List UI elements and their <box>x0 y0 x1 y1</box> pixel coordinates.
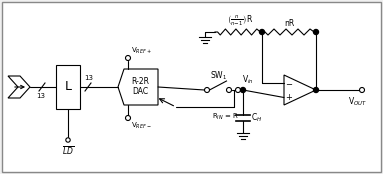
Text: V$_{OUT}$: V$_{OUT}$ <box>349 95 368 108</box>
Text: V$_{in}$: V$_{in}$ <box>242 73 254 86</box>
Circle shape <box>66 138 70 142</box>
Circle shape <box>314 88 319 93</box>
Circle shape <box>226 88 231 93</box>
Text: DAC: DAC <box>132 88 148 97</box>
Circle shape <box>126 56 131 61</box>
Text: 13: 13 <box>85 75 93 81</box>
Circle shape <box>205 88 210 93</box>
Circle shape <box>236 88 241 93</box>
Circle shape <box>260 30 265 34</box>
Text: R$_{IN}$ = R: R$_{IN}$ = R <box>212 112 239 122</box>
Text: 13: 13 <box>36 93 46 99</box>
Text: V$_{REF-}$: V$_{REF-}$ <box>131 121 152 131</box>
Text: $\overline{LD}$: $\overline{LD}$ <box>62 145 74 157</box>
Text: nR: nR <box>284 19 294 28</box>
Text: C$_H$: C$_H$ <box>251 112 262 124</box>
Bar <box>56 65 80 109</box>
Text: SW$_1$: SW$_1$ <box>210 69 228 82</box>
Circle shape <box>360 88 365 93</box>
Text: L: L <box>64 81 72 93</box>
Circle shape <box>241 88 246 93</box>
Circle shape <box>314 30 319 34</box>
Text: V$_{REF+}$: V$_{REF+}$ <box>131 46 152 56</box>
Text: $-$: $-$ <box>285 78 293 87</box>
Text: $\left(\frac{n}{n{-}1}\right)$R: $\left(\frac{n}{n{-}1}\right)$R <box>228 13 254 28</box>
Circle shape <box>126 116 131 121</box>
Text: R-2R: R-2R <box>131 77 149 86</box>
Text: $+$: $+$ <box>285 93 293 102</box>
